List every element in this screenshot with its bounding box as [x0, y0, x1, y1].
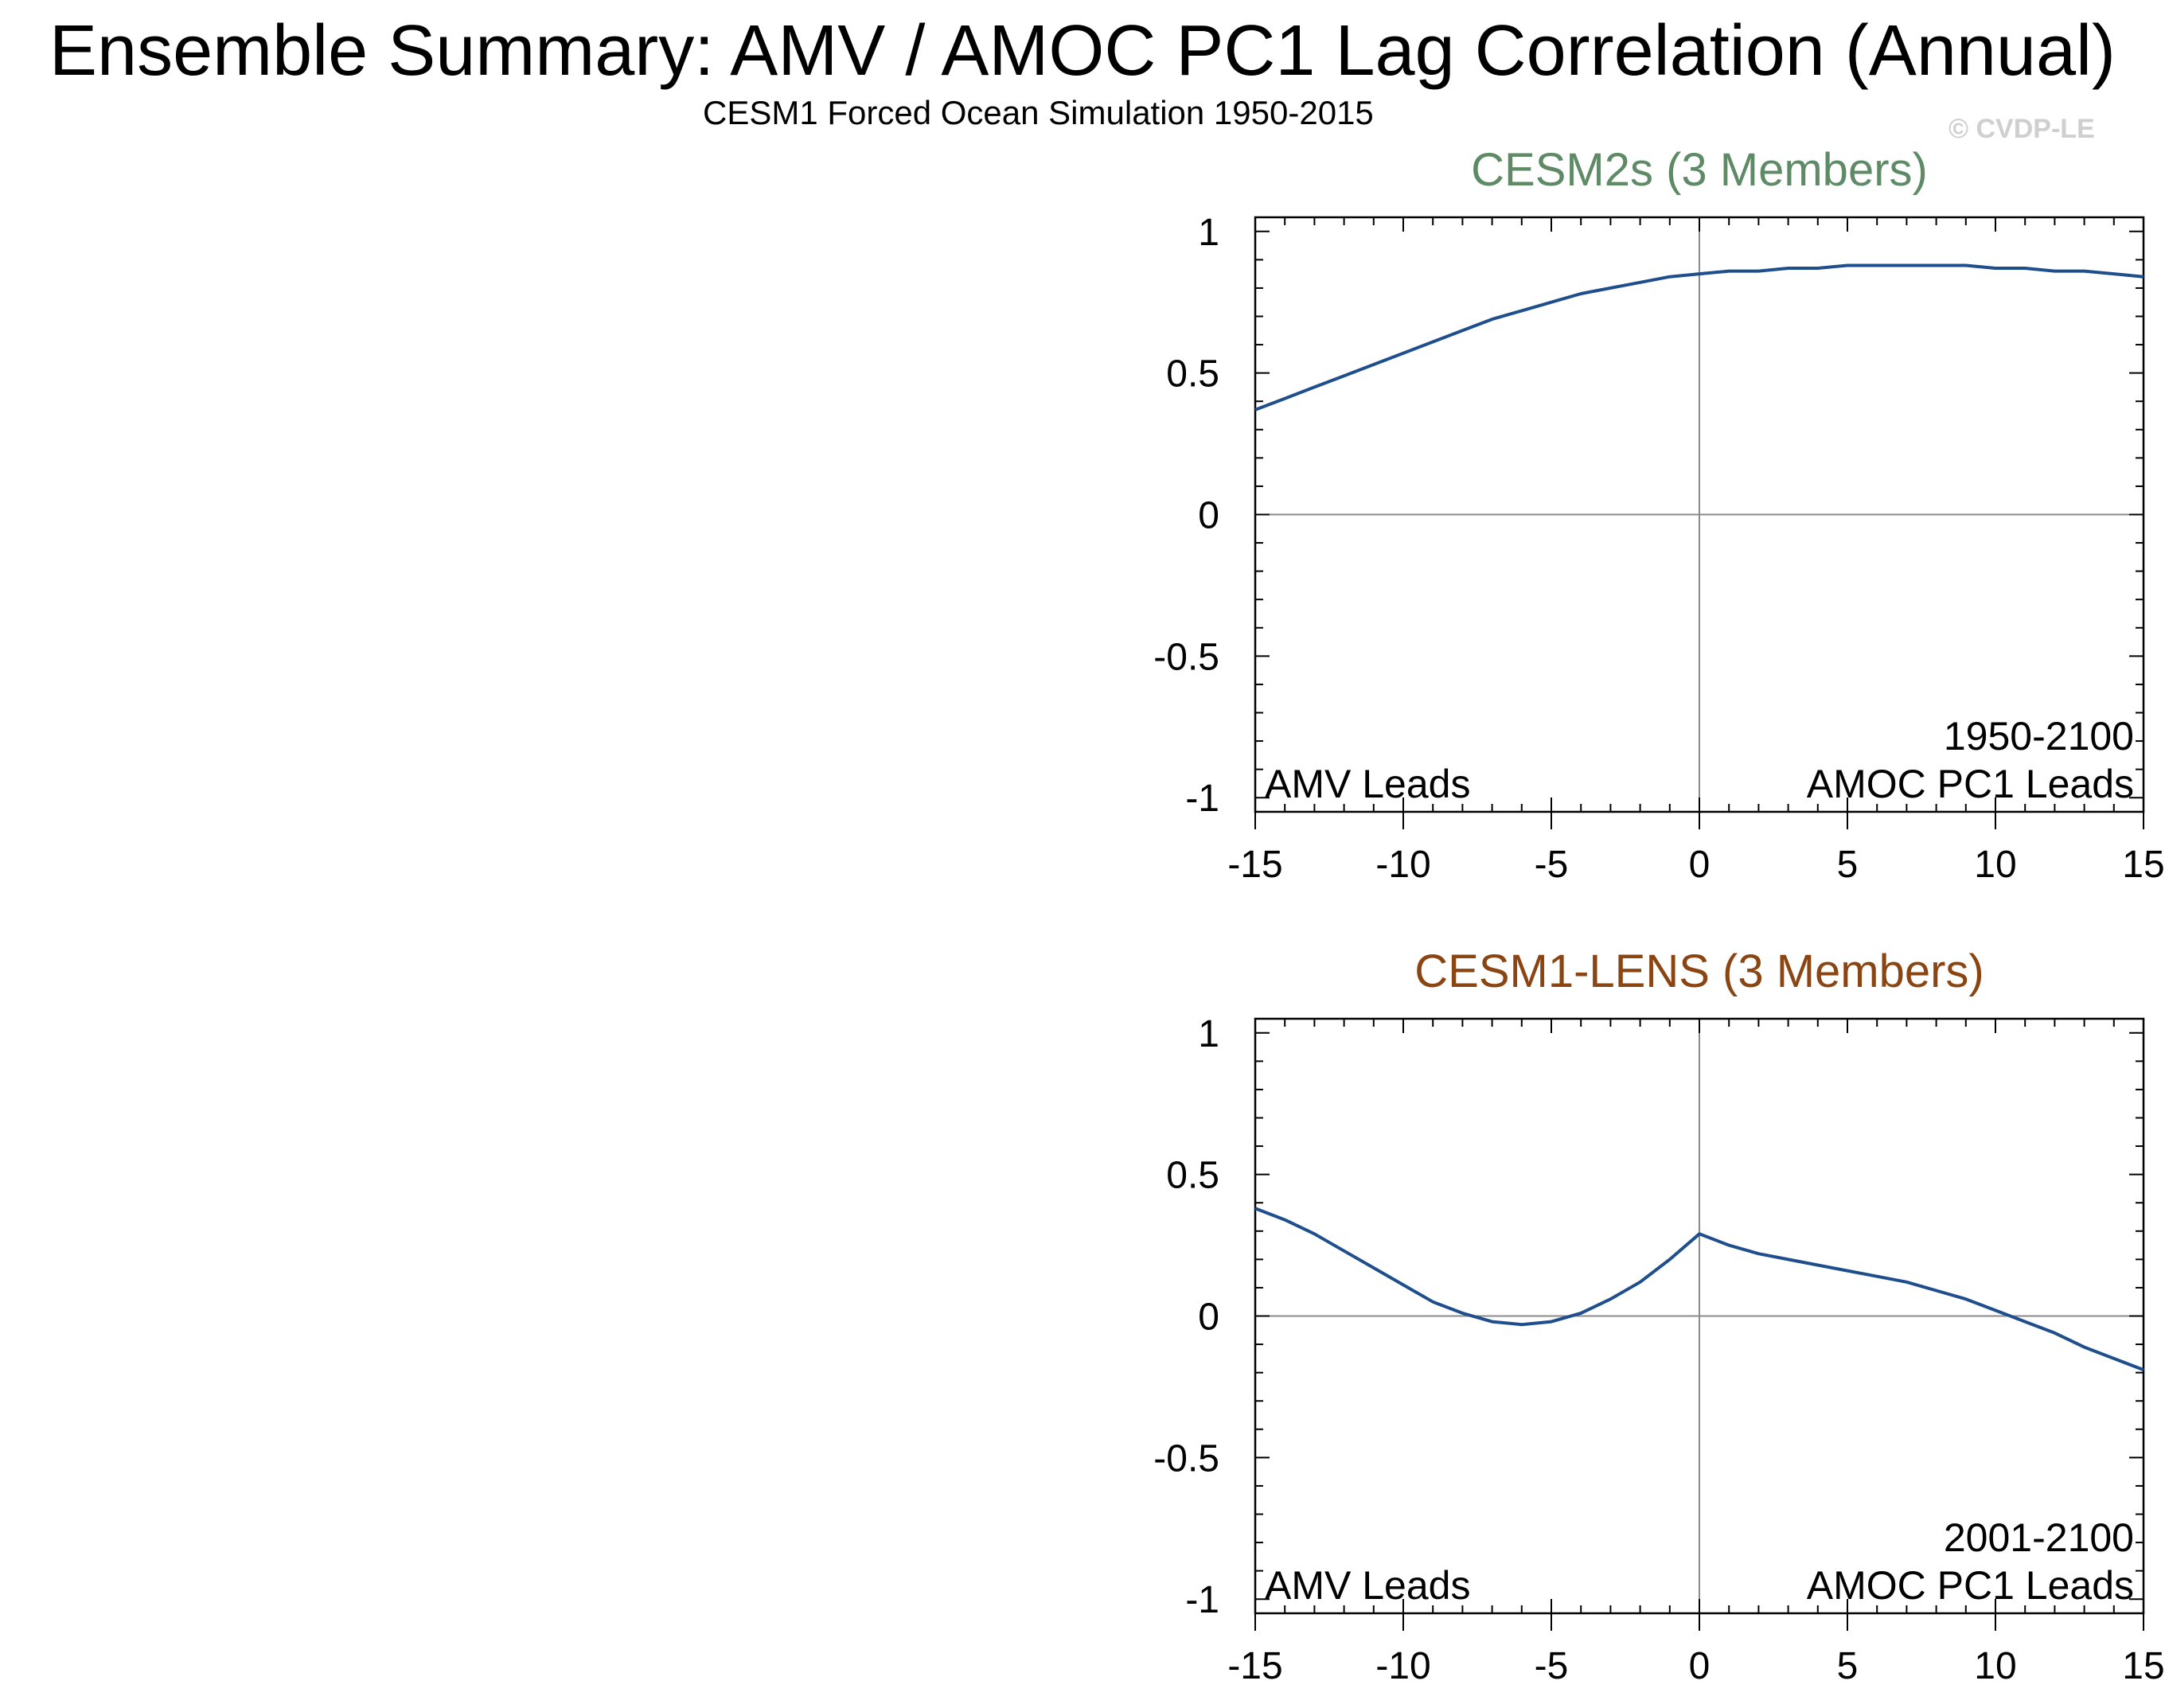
y-tick-label: -0.5	[1153, 636, 1219, 678]
x-tick-label: -15	[1227, 1645, 1282, 1687]
x-tick-label: -5	[1535, 1645, 1569, 1687]
y-tick-label: -0.5	[1153, 1437, 1219, 1480]
x-tick-label: 0	[1689, 844, 1711, 886]
panel-cesm1-lens: CESM1-LENS (3 Members) -1 -0.5 0 0.5 1 -15 -10 -…	[1153, 946, 2164, 1687]
period-label: 2001-2100	[1944, 1515, 2134, 1560]
panel-title: CESM2s (3 Members)	[1471, 144, 1928, 196]
left-annotation: AMV Leads	[1265, 1563, 1470, 1608]
left-annotation: AMV Leads	[1265, 762, 1470, 806]
y-tick-label: -1	[1185, 778, 1219, 820]
x-tick-label: -5	[1535, 844, 1569, 886]
x-tick-label: 5	[1837, 1645, 1859, 1687]
panel-cesm2s: CESM2s (3 Members) -1 -0.5 0 0.5 1 -15 -10 -5 0 5 1…	[1153, 144, 2164, 886]
right-annotation: AMOC PC1 Leads	[1807, 762, 2134, 806]
x-tick-label: 10	[1974, 844, 2016, 886]
x-tick-label: -10	[1375, 844, 1430, 886]
x-tick-label: 15	[2122, 844, 2164, 886]
subtitle: CESM1 Forced Ocean Simulation 1950-2015	[703, 94, 1374, 131]
x-tick-label: 0	[1689, 1645, 1711, 1687]
x-tick-label: 15	[2122, 1645, 2164, 1687]
copyright-watermark: © CVDP-LE	[1948, 114, 2095, 144]
y-tick-label: 1	[1198, 1013, 1219, 1055]
y-tick-label: 0	[1198, 1297, 1219, 1339]
y-tick-label: 0.5	[1166, 1155, 1219, 1197]
x-tick-label: -15	[1227, 844, 1282, 886]
y-tick-label: 0.5	[1166, 353, 1219, 396]
right-annotation: AMOC PC1 Leads	[1807, 1563, 2134, 1608]
y-tick-label: -1	[1185, 1579, 1219, 1621]
panel-title: CESM1-LENS (3 Members)	[1414, 946, 1984, 997]
x-tick-label: 5	[1837, 844, 1859, 886]
x-tick-label: -10	[1375, 1645, 1430, 1687]
y-tick-label: 0	[1198, 495, 1219, 537]
main-title: Ensemble Summary: AMV / AMOC PC1 Lag Cor…	[49, 11, 2116, 91]
x-tick-label: 10	[1974, 1645, 2016, 1687]
period-label: 1950-2100	[1944, 714, 2134, 758]
y-tick-label: 1	[1198, 212, 1219, 254]
